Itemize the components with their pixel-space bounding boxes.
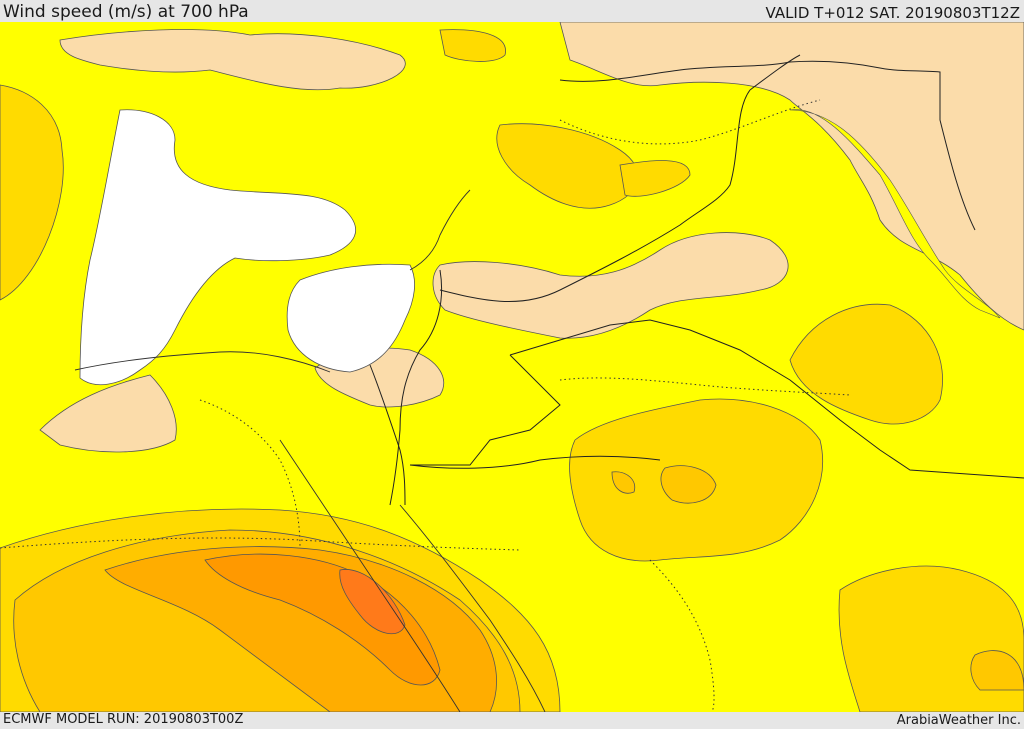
contour-egypt-peach — [39, 374, 177, 453]
contour-jet-level5 — [204, 553, 441, 686]
footer-bar: ECMWF MODEL RUN: 20190803T00Z ArabiaWeat… — [0, 712, 1024, 729]
contour-left-edge — [0, 84, 64, 301]
valid-time: VALID T+012 SAT. 20190803T12Z — [765, 4, 1020, 22]
masked-area-east — [286, 263, 415, 373]
contour-northeast-peach — [559, 22, 1024, 331]
coastlines — [74, 189, 546, 712]
contour-east-orange — [789, 303, 943, 425]
regional-boundaries — [0, 99, 851, 712]
model-run: ECMWF MODEL RUN: 20190803T00Z — [3, 712, 244, 727]
country-borders — [369, 54, 1024, 506]
credit-text: ArabiaWeather Inc. — [896, 713, 1021, 728]
wind-speed-map — [0, 22, 1024, 712]
masked-area-west — [79, 109, 356, 385]
contour-saudi-spot — [611, 471, 636, 494]
map-title: Wind speed (m/s) at 700 hPa — [3, 2, 249, 22]
contour-central-peach — [432, 232, 789, 339]
contour-north-peach-2 — [439, 29, 506, 62]
contour-northeast-yellow-band — [789, 109, 1001, 319]
header-bar: Wind speed (m/s) at 700 hPa VALID T+012 … — [0, 0, 1024, 22]
contour-north-peach — [59, 29, 406, 91]
contour-syria-orange-2 — [619, 160, 691, 197]
contour-syria-orange — [496, 123, 639, 209]
contour-saudi-core — [660, 465, 717, 504]
